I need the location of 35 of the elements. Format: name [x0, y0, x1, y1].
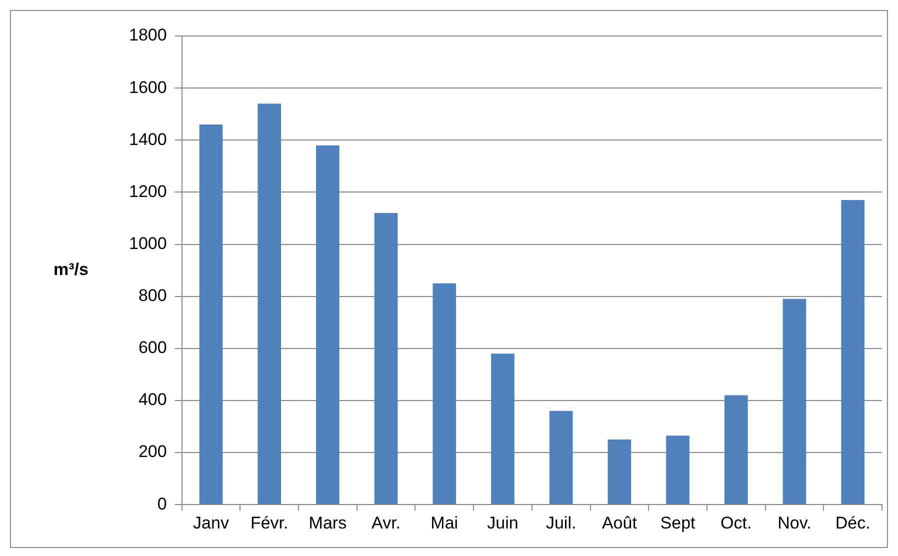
- x-tick-label: Sept: [660, 513, 696, 532]
- x-tick-label: Mars: [308, 513, 347, 532]
- y-tick-label: 1800: [128, 26, 167, 45]
- x-tick-label: Juin: [487, 513, 518, 532]
- bar: [199, 124, 223, 504]
- y-tick-label: 1400: [128, 130, 167, 149]
- bar: [258, 104, 282, 504]
- x-tick-label: Avr.: [372, 513, 401, 532]
- y-tick-label: 200: [138, 442, 167, 462]
- x-tick-label: Déc.: [835, 513, 870, 532]
- y-axis-title: m³/s: [54, 260, 88, 279]
- y-tick-label: 400: [138, 390, 167, 410]
- x-tick-label: Août: [602, 513, 638, 532]
- y-tick-label: 800: [138, 286, 167, 306]
- y-tick-label: 600: [138, 338, 167, 358]
- bar: [549, 410, 573, 504]
- y-tick-label: 0: [157, 494, 167, 514]
- bar: [491, 354, 514, 504]
- bar: [608, 440, 632, 504]
- y-tick-label: 1600: [128, 78, 167, 97]
- bar: [782, 298, 806, 504]
- x-tick-label: Juil.: [546, 513, 576, 532]
- bar: [316, 145, 340, 504]
- bar: [432, 283, 456, 504]
- bar: [724, 395, 748, 504]
- x-tick-label: Nov.: [778, 513, 812, 532]
- x-tick-label: Janv: [193, 513, 230, 532]
- bar: [666, 436, 690, 504]
- bar: [374, 213, 398, 504]
- bar: [841, 200, 864, 504]
- x-tick-label: Févr.: [250, 513, 288, 532]
- x-tick-label: Oct.: [720, 513, 752, 532]
- x-tick-label: Mai: [430, 513, 458, 532]
- y-tick-label: 1200: [128, 182, 167, 201]
- y-tick-label: 1000: [128, 234, 167, 253]
